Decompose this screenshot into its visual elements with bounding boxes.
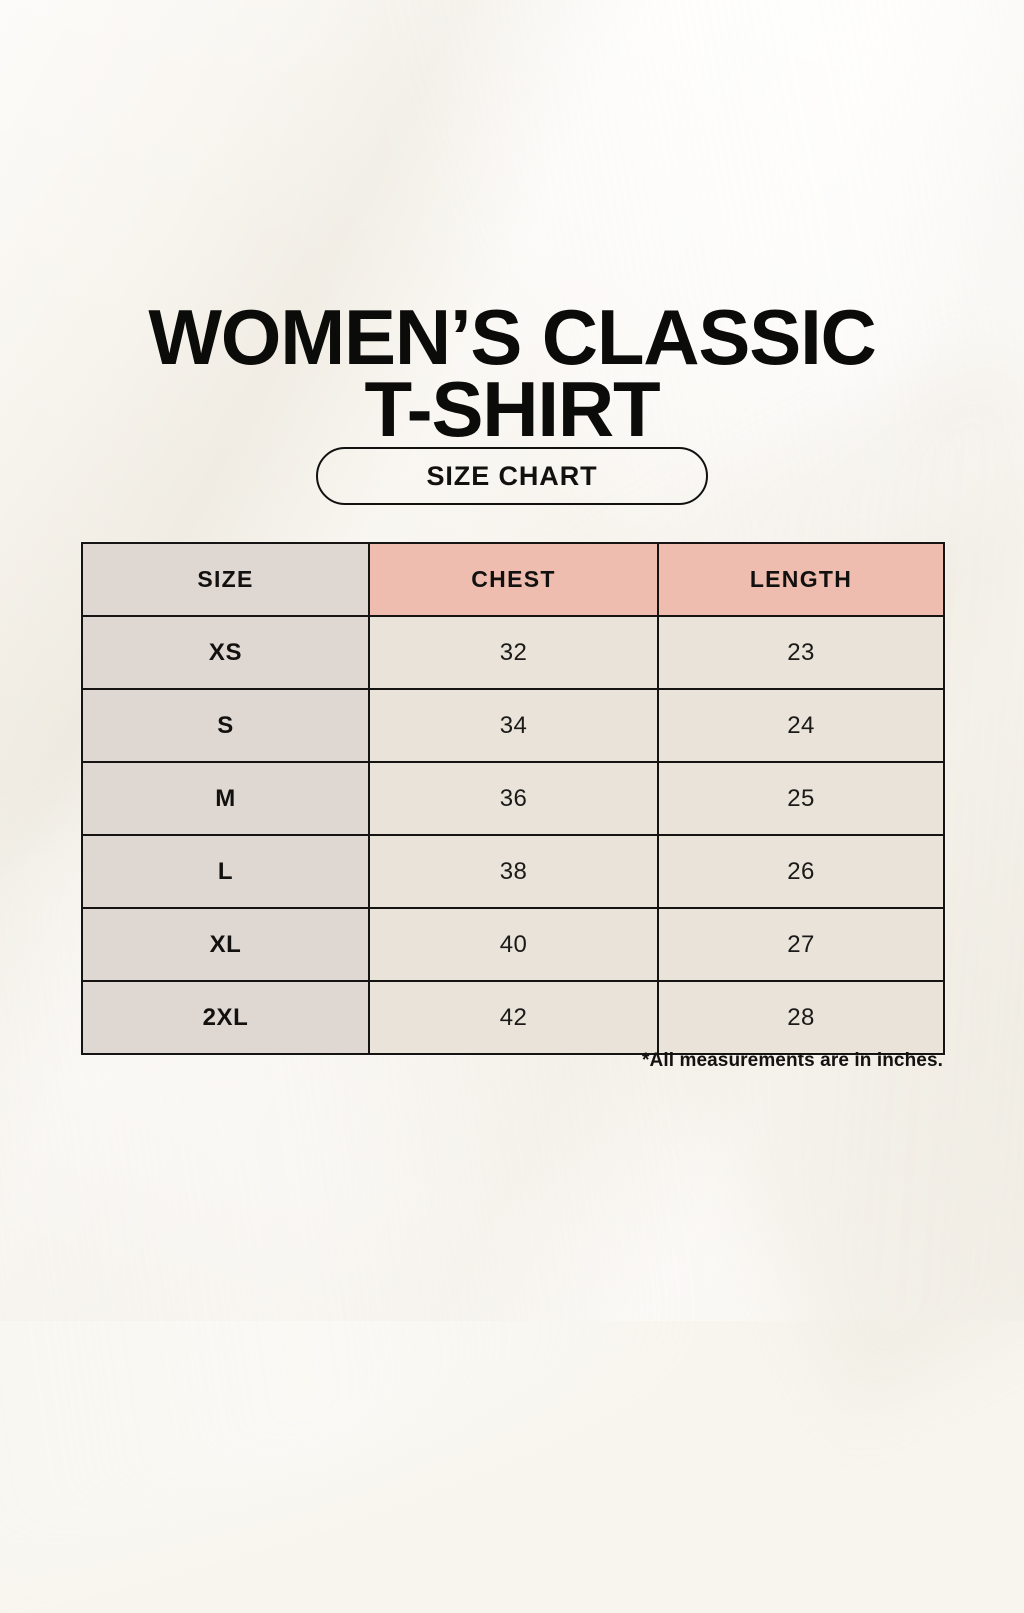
cell-size: L — [81, 834, 370, 909]
cell-chest: 32 — [368, 615, 659, 690]
table-row: L 38 26 — [81, 834, 945, 909]
size-chart-badge: SIZE CHART — [316, 447, 708, 505]
cell-size: S — [81, 688, 370, 763]
column-header-chest: CHEST — [368, 542, 659, 617]
cell-chest: 38 — [368, 834, 659, 909]
table-row: S 34 24 — [81, 688, 945, 763]
cell-chest: 34 — [368, 688, 659, 763]
cell-size: 2XL — [81, 980, 370, 1055]
cell-length: 23 — [657, 615, 945, 690]
cell-chest: 36 — [368, 761, 659, 836]
cell-length: 28 — [657, 980, 945, 1055]
cell-size: XL — [81, 907, 370, 982]
cell-chest: 40 — [368, 907, 659, 982]
column-header-length: LENGTH — [657, 542, 945, 617]
cell-length: 27 — [657, 907, 945, 982]
measurements-note: *All measurements are in inches. — [642, 1050, 943, 1071]
table-row: XS 32 23 — [81, 615, 945, 690]
column-header-size: SIZE — [81, 542, 370, 617]
badge-container: SIZE CHART — [0, 447, 1024, 505]
table-header-row: SIZE CHEST LENGTH — [81, 542, 945, 617]
page-title: WOMEN’S CLASSIC T-SHIRT — [148, 293, 877, 454]
table-row: XL 40 27 — [81, 907, 945, 982]
cell-size: M — [81, 761, 370, 836]
cell-chest: 42 — [368, 980, 659, 1055]
size-chart-poster: WOMEN’S CLASSIC T-SHIRT SIZE CHART SIZE … — [0, 293, 1024, 1071]
cell-length: 25 — [657, 761, 945, 836]
cell-length: 26 — [657, 834, 945, 909]
table-row: M 36 25 — [81, 761, 945, 836]
size-chart-table: SIZE CHEST LENGTH XS 32 23 S 34 24 M 36 … — [81, 542, 945, 1055]
cell-size: XS — [81, 615, 370, 690]
table-row: 2XL 42 28 — [81, 980, 945, 1055]
cell-length: 24 — [657, 688, 945, 763]
